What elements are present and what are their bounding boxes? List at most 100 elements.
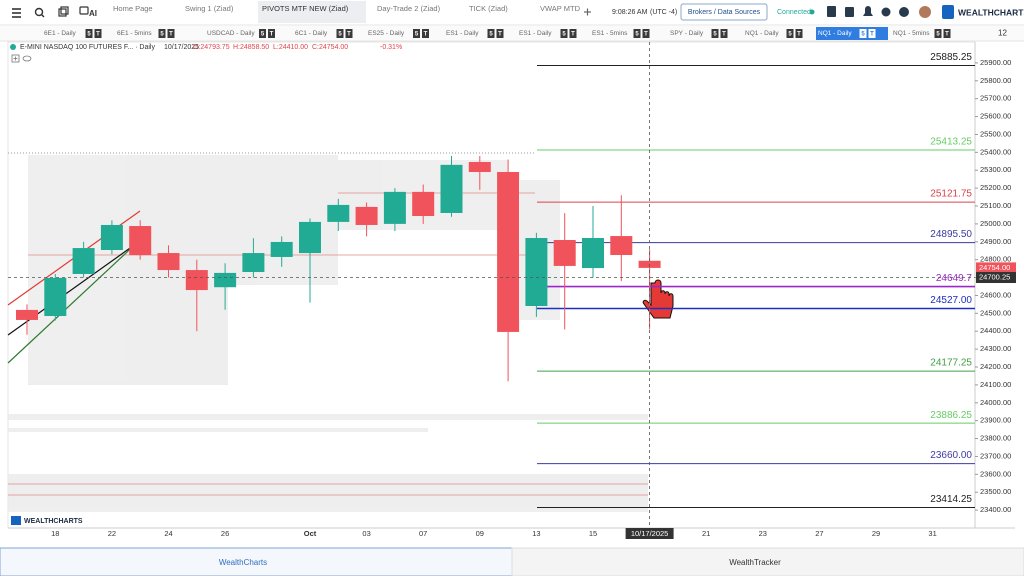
symbol-tab-badge — [422, 29, 429, 38]
workspace-tab[interactable]: VWAP MTD — [540, 4, 581, 13]
symbol-tab-badge — [496, 29, 504, 38]
symbol-tab-badge-text: T — [797, 31, 801, 37]
y-tick-label: 24400.00 — [980, 326, 1011, 335]
symbol-tab-badge — [795, 29, 803, 38]
symbol-tab-badge-text: 5 — [338, 31, 342, 37]
candle-body — [440, 164, 463, 213]
symbol-tab-badge-text: T — [945, 31, 949, 37]
pivot-level-label: 23660.00 — [930, 450, 972, 461]
pivot-level-label: 25413.25 — [930, 137, 972, 148]
search-icon[interactable] — [34, 7, 45, 18]
symbol-tab[interactable]: NQ1 - Daily — [818, 30, 852, 37]
symbol-tab[interactable]: SPY - Daily — [670, 30, 704, 37]
footer-tab[interactable] — [511, 547, 1024, 576]
workspace-tab[interactable]: Swing 1 (Ziad) — [185, 4, 234, 13]
symbol-tab[interactable]: ES1 - Daily — [519, 30, 552, 37]
y-tick-label: 25600.00 — [980, 112, 1011, 121]
last-price-tag-bg — [976, 262, 1016, 274]
footer-tab-label[interactable]: WealthTracker — [729, 558, 781, 567]
brand: WEALTHCHARTS — [958, 7, 1024, 17]
candle-body — [129, 226, 152, 256]
y-tick-label: 25800.00 — [980, 76, 1011, 85]
symbol-tab-badge — [934, 29, 942, 38]
x-tick-label: 18 — [51, 529, 59, 538]
symbol-tab[interactable]: ES25 - Daily — [368, 30, 405, 37]
footer-tab-label[interactable]: WealthCharts — [219, 558, 267, 567]
symbol-tab-badge — [642, 29, 650, 38]
y-tick-label: 23600.00 — [980, 469, 1011, 478]
symbol-tab-badge-text: 5 — [713, 31, 717, 37]
ai-icon[interactable] — [79, 6, 89, 15]
symbol-tab-badge — [859, 29, 867, 38]
menu-icon[interactable] — [12, 8, 21, 18]
workspace-tab[interactable]: PIVOTS MTF NEW (Ziad) — [262, 4, 349, 13]
symbol-tab-badge — [268, 29, 275, 38]
pivot-level-label: 24177.25 — [930, 358, 972, 369]
brokers-button[interactable]: Brokers / Data Sources — [688, 9, 761, 16]
y-tick-label: 25300.00 — [980, 165, 1011, 174]
x-tick-label: 03 — [362, 529, 370, 538]
candle-body — [355, 206, 378, 225]
y-tick-label: 25400.00 — [980, 147, 1011, 156]
chart-logo: WEALTHCHARTS — [24, 518, 83, 525]
candle-body — [270, 241, 293, 257]
x-tick-label: 07 — [419, 529, 427, 538]
symbol-tab-badge — [569, 29, 577, 38]
symbol-tab[interactable]: 6E1 - 5mins — [117, 30, 152, 37]
tab-count[interactable]: 12 — [998, 29, 1007, 38]
candle-body — [327, 204, 350, 222]
symbol-tab-badge-text: 5 — [489, 31, 493, 37]
symbol-status-dot — [10, 44, 16, 50]
candle-body — [497, 172, 520, 332]
symbol-tab[interactable]: ES1 - Daily — [446, 30, 479, 37]
symbol-tab[interactable]: NQ1 - Daily — [745, 30, 779, 37]
chart-tools[interactable] — [11, 54, 32, 63]
candle-body — [16, 309, 38, 320]
symbol-tab-badge — [633, 29, 641, 38]
symbol-tab[interactable]: ES1 - 5mins — [592, 30, 628, 37]
workspace-tab[interactable]: Home Page — [113, 4, 153, 13]
workspace-tab[interactable]: TICK (Ziad) — [469, 4, 508, 13]
candle-body — [610, 236, 633, 256]
symbol-tab[interactable]: USDCAD - Daily — [207, 30, 255, 37]
y-tick-label: 25700.00 — [980, 94, 1011, 103]
y-tick-label: 24800.00 — [980, 255, 1011, 264]
layers-icon[interactable] — [58, 6, 69, 17]
symbol-tab-badge — [158, 29, 166, 38]
x-tick-label: 21 — [702, 529, 710, 538]
symbol-tab[interactable]: NQ1 - 5mins — [893, 30, 930, 37]
x-tick-label: 09 — [476, 529, 484, 538]
candle-body — [525, 238, 548, 306]
symbol-tab-badge-text: 5 — [87, 31, 91, 37]
active-tab-bg — [258, 1, 366, 23]
legend-date: 10/17/2025 — [164, 44, 199, 51]
legend-close: C:24754.00 — [312, 44, 348, 51]
symbol-tab-badge-text: T — [722, 31, 726, 37]
workspace-tab[interactable]: Day-Trade 2 (Ziad) — [377, 4, 441, 13]
pivot-level-label: 23886.25 — [930, 410, 972, 421]
legend-high: H:24858.50 — [233, 44, 269, 51]
connection-status: Connected — [777, 9, 811, 16]
symbol-tab[interactable]: 6E1 - Daily — [44, 30, 77, 37]
toolbar-icons[interactable] — [827, 5, 954, 19]
y-tick-label: 23900.00 — [980, 416, 1011, 425]
symbol-tab-badge-text: 5 — [936, 31, 940, 37]
x-tick-label: 22 — [108, 529, 116, 538]
y-tick-label: 25100.00 — [980, 201, 1011, 210]
symbol-tab-badge — [94, 29, 102, 38]
brokers-button-bg[interactable] — [680, 3, 768, 21]
symbol-tab[interactable]: 6C1 - Daily — [295, 30, 328, 37]
footer-tab-active[interactable] — [0, 547, 513, 576]
x-tick-label: 15 — [589, 529, 597, 538]
symbol-tab-badge-text: T — [498, 31, 502, 37]
status-dot — [809, 9, 815, 15]
chart-logo-icon — [11, 516, 21, 525]
add-tab[interactable] — [584, 8, 591, 16]
y-tick-label: 24100.00 — [980, 380, 1011, 389]
pivot-level-label: 23414.25 — [930, 494, 972, 505]
symbol-tab-badge-text: T — [169, 31, 173, 37]
candle-body — [100, 224, 123, 251]
symbol-tab-badge — [786, 29, 794, 38]
symbol-tab-badge — [868, 29, 876, 38]
symbol-tab-badge — [259, 29, 266, 38]
